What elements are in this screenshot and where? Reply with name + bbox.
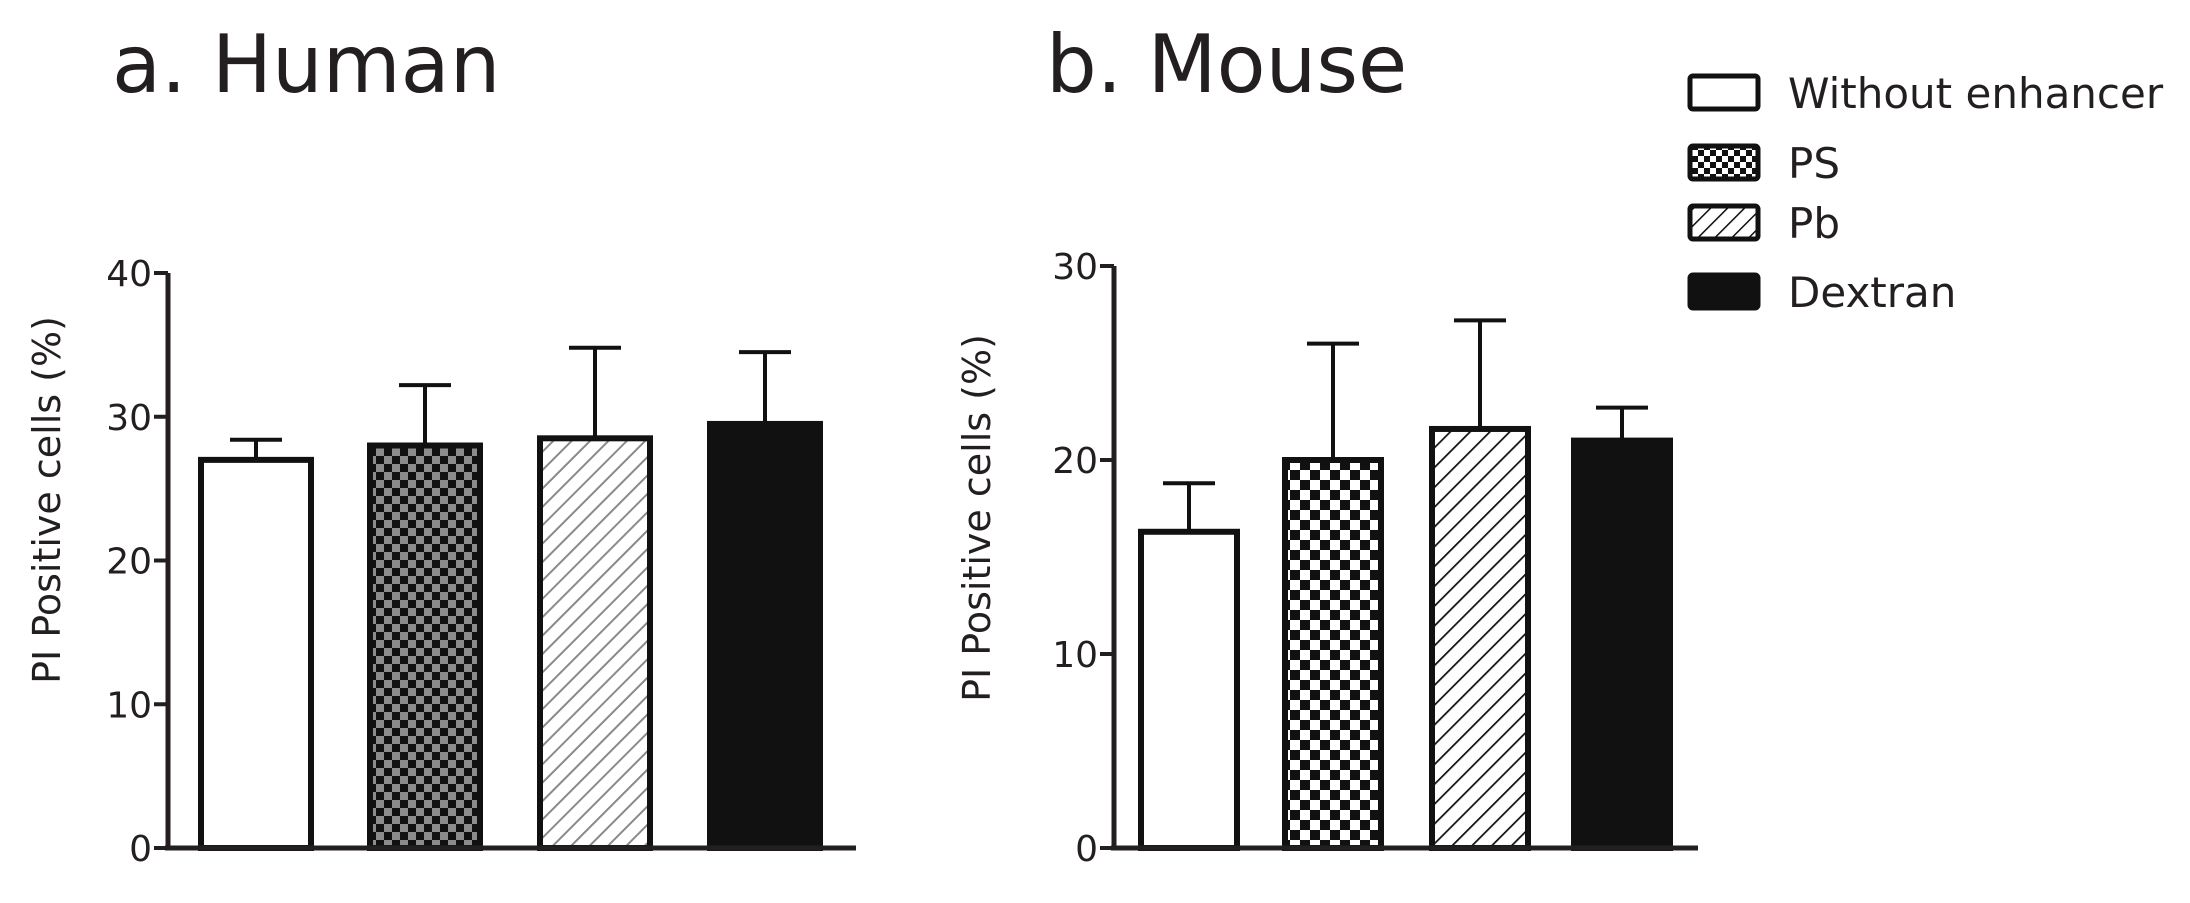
legend-label-without-enhancer: Without enhancer [1788,69,2164,118]
chart-panel-mouse: b. Mouse PI Positive cells (%) 0 10 20 30 [955,18,1698,870]
y-tick-label-human: 30 [106,398,152,439]
legend-swatch-pb [1687,203,1761,242]
y-tick-label-human: 40 [106,254,152,295]
bar-without-enhancer-mouse [1138,528,1240,852]
y-tick-label-mouse: 20 [1052,441,1098,482]
bar-without-enhancer-human [198,456,314,851]
legend-swatch-without-enhancer [1687,73,1761,112]
bar-ps-human [367,442,483,851]
y-tick-label-mouse: 10 [1052,635,1098,676]
y-tick-label-human: 0 [129,829,152,870]
legend-swatch-dextran [1687,272,1761,311]
bar-pb-mouse [1429,425,1531,851]
y-tick-label-human: 20 [106,542,152,583]
panel-title-human: a. Human [112,18,500,111]
legend-item-dextran: Dextran [1687,268,1956,317]
panel-title-mouse: b. Mouse [1046,18,1407,111]
legend-item-pb: Pb [1687,199,1840,248]
legend-swatch-ps [1687,143,1761,182]
chart-panel-human: a. Human PI Positive cells (%) 0 10 20 30 40 [25,18,856,870]
y-tick-label-mouse: 0 [1075,829,1098,870]
legend-label-ps: PS [1788,139,1840,188]
y-tick-label-human: 10 [106,685,152,726]
legend-label-pb: Pb [1788,199,1840,248]
legend-label-dextran: Dextran [1788,268,1956,317]
bar-pb-human [537,435,653,851]
y-axis-label-human: PI Positive cells (%) [25,316,69,684]
legend-item-ps: PS [1687,139,1840,188]
y-tick-label-mouse: 30 [1052,247,1098,288]
bar-dextran-mouse [1571,437,1673,851]
legend-item-without-enhancer: Without enhancer [1687,69,2164,118]
y-axis-label-mouse: PI Positive cells (%) [955,334,999,702]
legend: Without enhancer PS Pb Dextran [1687,69,2164,317]
bar-dextran-human [707,420,823,851]
bar-ps-mouse [1282,457,1384,851]
